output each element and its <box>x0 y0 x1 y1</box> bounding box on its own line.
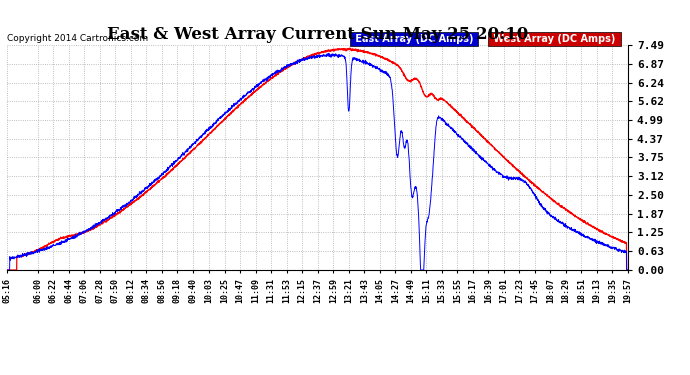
Text: Copyright 2014 Cartronics.com: Copyright 2014 Cartronics.com <box>7 34 148 43</box>
Text: West Array (DC Amps): West Array (DC Amps) <box>490 34 619 44</box>
Title: East & West Array Current Sun May 25 20:10: East & West Array Current Sun May 25 20:… <box>107 27 528 44</box>
Text: East Array (DC Amps): East Array (DC Amps) <box>352 34 476 44</box>
